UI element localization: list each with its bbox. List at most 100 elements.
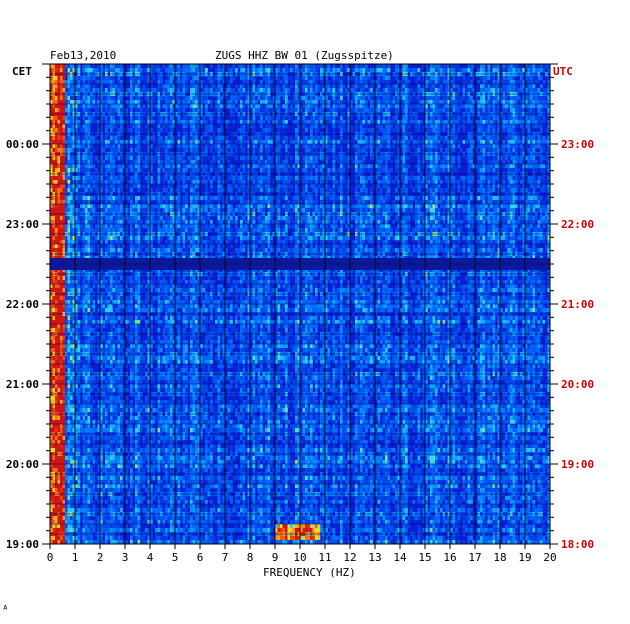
heatmap-cell	[105, 128, 108, 132]
heatmap-cell	[193, 176, 196, 180]
heatmap-cell	[285, 156, 288, 160]
heatmap-cell	[303, 76, 306, 80]
heatmap-cell	[140, 100, 143, 104]
heatmap-cell	[375, 64, 378, 68]
heatmap-cell	[480, 148, 483, 152]
heatmap-cell	[515, 160, 518, 164]
heatmap-cell	[255, 88, 258, 92]
heatmap-cell	[503, 164, 506, 168]
heatmap-cell	[478, 168, 481, 172]
heatmap-cell	[283, 164, 286, 168]
heatmap-cell	[115, 88, 118, 92]
heatmap-cell	[158, 184, 161, 188]
heatmap-cell	[160, 76, 163, 80]
heatmap-cell	[363, 136, 366, 140]
heatmap-cell	[55, 84, 58, 88]
heatmap-cell	[333, 68, 336, 72]
heatmap-cell	[163, 96, 166, 100]
heatmap-cell	[528, 120, 531, 124]
heatmap-cell	[105, 184, 108, 188]
heatmap-cell	[93, 164, 96, 168]
heatmap-cell	[155, 64, 158, 68]
heatmap-cell	[128, 140, 131, 144]
heatmap-cell	[160, 116, 163, 120]
heatmap-cell	[488, 168, 491, 172]
heatmap-cell	[533, 156, 536, 160]
heatmap-cell	[510, 116, 513, 120]
heatmap-cell	[150, 160, 153, 164]
heatmap-cell	[450, 96, 453, 100]
heatmap-cell	[370, 180, 373, 184]
heatmap-cell	[478, 136, 481, 140]
heatmap-cell	[113, 68, 116, 72]
heatmap-cell	[78, 80, 81, 84]
heatmap-cell	[150, 96, 153, 100]
heatmap-cell	[95, 180, 98, 184]
heatmap-cell	[400, 124, 403, 128]
heatmap-cell	[135, 76, 138, 80]
heatmap-cell	[403, 180, 406, 184]
heatmap-cell	[543, 88, 546, 92]
heatmap-cell	[183, 140, 186, 144]
heatmap-cell	[535, 160, 538, 164]
heatmap-cell	[363, 156, 366, 160]
heatmap-cell	[303, 140, 306, 144]
heatmap-cell	[315, 88, 318, 92]
heatmap-cell	[265, 184, 268, 188]
heatmap-cell	[470, 164, 473, 168]
heatmap-cell	[68, 176, 71, 180]
heatmap-cell	[385, 140, 388, 144]
heatmap-cell	[358, 156, 361, 160]
heatmap-cell	[268, 156, 271, 160]
heatmap-cell	[375, 176, 378, 180]
heatmap-cell	[200, 108, 203, 112]
heatmap-cell	[165, 140, 168, 144]
heatmap-cell	[145, 108, 148, 112]
heatmap-cell	[408, 80, 411, 84]
heatmap-cell	[325, 84, 328, 88]
heatmap-cell	[130, 140, 133, 144]
heatmap-cell	[360, 184, 363, 188]
heatmap-cell	[495, 68, 498, 72]
heatmap-cell	[415, 76, 418, 80]
heatmap-cell	[265, 64, 268, 68]
heatmap-cell	[470, 156, 473, 160]
heatmap-cell	[290, 68, 293, 72]
heatmap-cell	[193, 148, 196, 152]
heatmap-cell	[503, 148, 506, 152]
heatmap-cell	[153, 160, 156, 164]
heatmap-cell	[383, 168, 386, 172]
heatmap-cell	[115, 140, 118, 144]
heatmap-cell	[125, 100, 128, 104]
heatmap-cell	[490, 120, 493, 124]
heatmap-cell	[118, 184, 121, 188]
heatmap-cell	[178, 120, 181, 124]
heatmap-cell	[60, 88, 63, 92]
heatmap-cell	[83, 104, 86, 108]
heatmap-cell	[363, 76, 366, 80]
heatmap-cell	[255, 180, 258, 184]
heatmap-cell	[183, 164, 186, 168]
heatmap-cell	[288, 76, 291, 80]
heatmap-cell	[283, 176, 286, 180]
heatmap-cell	[285, 176, 288, 180]
heatmap-cell	[380, 104, 383, 108]
heatmap-cell	[388, 68, 391, 72]
heatmap-cell	[303, 188, 306, 192]
heatmap-cell	[130, 184, 133, 188]
heatmap-cell	[338, 156, 341, 160]
heatmap-cell	[365, 144, 368, 148]
heatmap-cell	[418, 124, 421, 128]
heatmap-cell	[333, 148, 336, 152]
heatmap-cell	[368, 176, 371, 180]
heatmap-cell	[218, 168, 221, 172]
heatmap-cell	[430, 180, 433, 184]
heatmap-cell	[130, 76, 133, 80]
heatmap-cell	[520, 84, 523, 88]
heatmap-cell	[485, 104, 488, 108]
heatmap-cell	[243, 80, 246, 84]
heatmap-cell	[290, 168, 293, 172]
heatmap-cell	[370, 96, 373, 100]
heatmap-cell	[303, 80, 306, 84]
heatmap-cell	[125, 108, 128, 112]
